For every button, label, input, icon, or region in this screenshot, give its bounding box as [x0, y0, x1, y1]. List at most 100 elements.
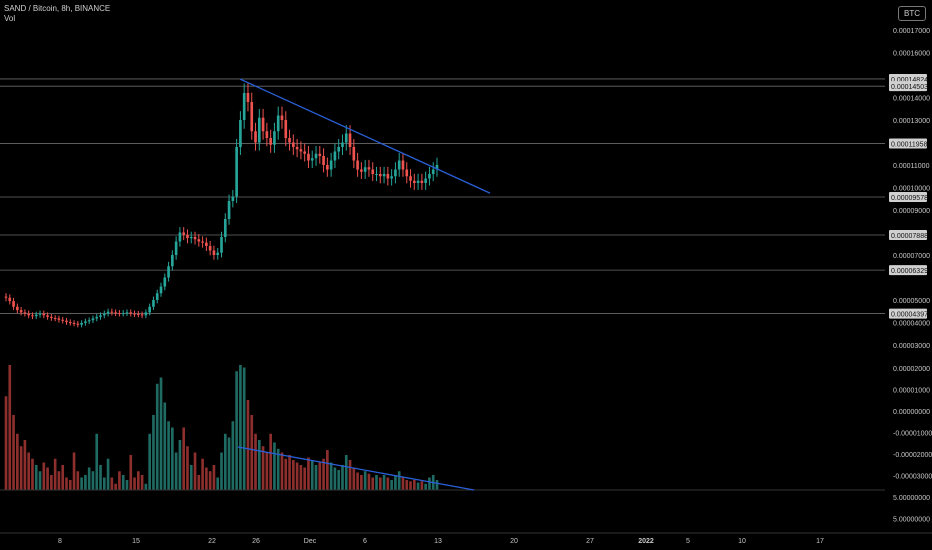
candle-body [212, 250, 216, 255]
volume-bar [155, 383, 159, 490]
volume-bar [152, 415, 155, 490]
candle-body [299, 149, 303, 152]
candle-body [38, 313, 42, 315]
volume-bar [220, 452, 223, 490]
candle-body [231, 196, 235, 201]
volume-bar [197, 475, 201, 490]
candle-body [110, 311, 114, 313]
candle-body [137, 313, 140, 315]
time-axis-tick: 2022 [638, 538, 654, 545]
volume-bar [99, 465, 102, 490]
level-price-tag [889, 265, 927, 276]
volume-bar [367, 473, 371, 490]
level-price-tag-label: 0.00006329 [891, 268, 928, 275]
candle-body [337, 147, 341, 152]
volume-bar [53, 458, 57, 490]
candle-body [428, 174, 431, 179]
candle-body [16, 306, 19, 311]
candle-body [65, 320, 68, 323]
time-axis-tick: 5 [686, 538, 690, 545]
candle-body [246, 93, 250, 102]
candle-body [401, 160, 405, 170]
currency-badge[interactable]: BTC [898, 6, 926, 21]
candle-body [68, 322, 72, 324]
candle-body [318, 153, 322, 156]
candle-body [133, 313, 136, 315]
volume-bar [163, 402, 167, 490]
candle-body [390, 176, 393, 179]
candle-body [269, 138, 272, 145]
volume-bar [280, 452, 284, 490]
candle-body [91, 318, 95, 321]
candle-body [276, 115, 280, 132]
volume-bar [333, 467, 337, 490]
candle-body [295, 147, 299, 150]
time-axis-tick: 10 [738, 538, 746, 545]
candle-body [242, 93, 246, 120]
volume-axis-tick: -0.00002000 [893, 452, 932, 459]
candle-body [424, 178, 427, 183]
volume-bar [16, 433, 19, 490]
volume-bar [57, 471, 61, 490]
volume-bar [420, 481, 424, 490]
volume-bar [110, 477, 114, 490]
volume-bar [34, 465, 38, 490]
candle-body [367, 167, 371, 170]
volume-bar [95, 433, 99, 490]
level-price-tag [889, 81, 927, 92]
candle-body [182, 232, 186, 235]
volume-bar [208, 471, 212, 490]
price-axis-tick: 0.00017000 [893, 28, 930, 35]
candle-body [186, 234, 189, 239]
candle-body [125, 312, 129, 314]
time-axis-tick: 15 [132, 538, 140, 545]
price-axis-tick: 0.00005000 [893, 298, 930, 305]
level-price-tag [889, 230, 927, 241]
candle-body [99, 315, 102, 317]
candle-body [53, 318, 57, 319]
candle-body [4, 296, 8, 298]
candle-body [193, 237, 197, 240]
candle-body [152, 300, 155, 307]
volume-bar [133, 477, 136, 490]
volume-bar [254, 433, 257, 490]
candle-body [265, 131, 269, 138]
volume-bar [61, 465, 65, 490]
volume-bar [322, 458, 325, 490]
candle-body [310, 158, 314, 161]
volume-bar [182, 427, 186, 490]
candle-body [197, 239, 201, 242]
volume-bar [65, 477, 68, 490]
candle-body [106, 311, 110, 314]
candle-body [303, 151, 306, 154]
candle-body [72, 322, 76, 324]
price-axis-tick: 0.00010000 [893, 186, 930, 193]
price-axis-tick: 0.00009000 [893, 208, 930, 215]
candle-body [84, 321, 87, 323]
volume-bar [360, 475, 363, 490]
candle-body [144, 312, 148, 316]
price-trendline [239, 78, 491, 194]
volume-indicator-label[interactable]: Vol [4, 14, 16, 23]
volume-bar [159, 377, 163, 490]
volume-bar [284, 458, 288, 490]
volume-bar [223, 433, 227, 490]
volume-bar [205, 467, 208, 490]
volume-bar [46, 467, 49, 490]
candle-body [8, 297, 12, 302]
volume-bar [246, 400, 250, 490]
volume-bar [137, 471, 140, 490]
volume-bar [261, 446, 265, 490]
level-price-tag-label: 0.00014824 [891, 77, 928, 84]
volume-bar [428, 477, 431, 490]
volume-axis-tick: 5.00000000 [893, 495, 930, 502]
volume-trendline [237, 446, 475, 491]
candle-body [227, 201, 231, 219]
volume-axis-tick: -0.00003000 [893, 474, 932, 481]
candle-body [174, 241, 178, 255]
volume-bar [337, 470, 341, 490]
volume-bar [292, 460, 295, 490]
candle-body [261, 117, 265, 132]
volume-bar [38, 471, 42, 490]
